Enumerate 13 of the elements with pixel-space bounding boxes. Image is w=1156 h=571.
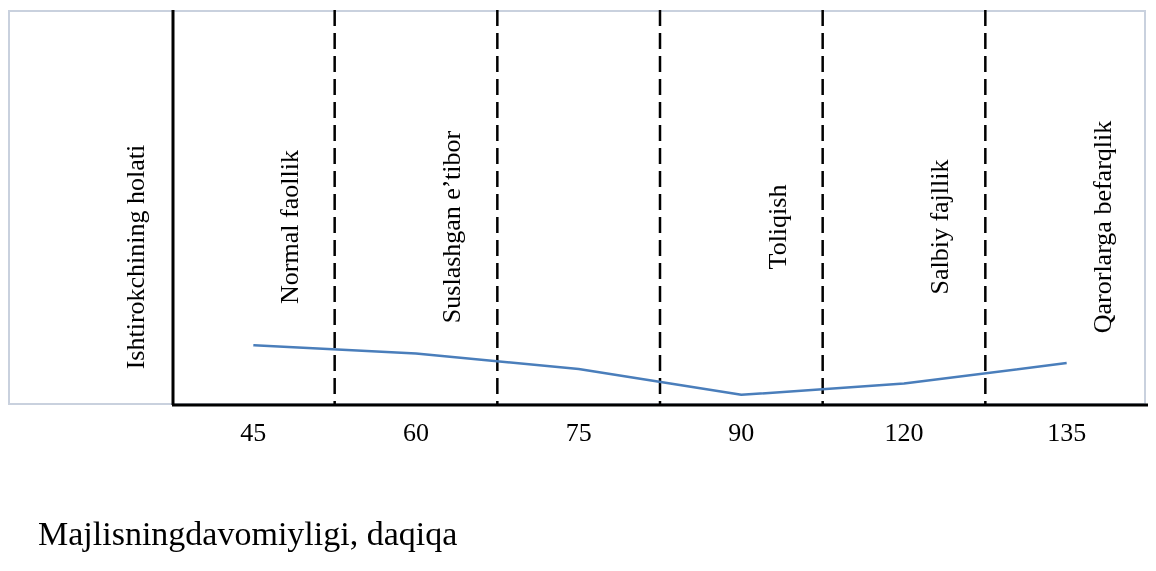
x-axis-title: Majlisningdavomiyligi, daqiqa	[38, 515, 458, 553]
x-tick-label: 60	[403, 418, 429, 448]
y-axis-title: Ishtirokchining holati	[121, 143, 151, 372]
x-tick-label: 120	[884, 418, 924, 448]
text: Normal faollik	[274, 149, 305, 306]
x-tick-label: 75	[565, 418, 592, 448]
text: Qarorlarga befarqlik	[1088, 119, 1118, 336]
x-tick-label: 90	[728, 418, 755, 448]
x-tick-label: 135	[1047, 418, 1087, 448]
text: Salbiy fajllik	[925, 158, 956, 297]
text: Toliqish	[762, 183, 793, 272]
text: Suslashgan e’tibor	[437, 129, 468, 326]
x-tick-label: 45	[240, 418, 267, 448]
